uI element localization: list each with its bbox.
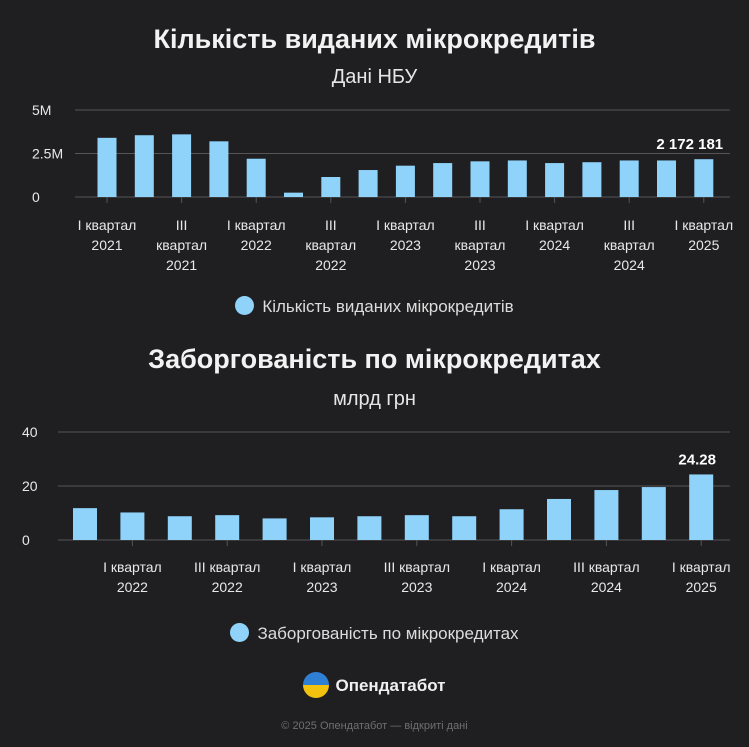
bar	[404, 515, 429, 540]
bar	[395, 165, 415, 197]
bar	[452, 516, 477, 540]
chart1-legend-label: Кількість виданих мікрокредитів	[262, 297, 514, 316]
chart1-subtitle: Дані НБУ	[331, 66, 418, 88]
bar	[689, 474, 714, 540]
bar	[547, 498, 571, 540]
x-tick-label: III	[474, 217, 486, 233]
bar	[209, 141, 229, 197]
bar	[507, 160, 527, 197]
bar	[134, 135, 154, 197]
footer-text: © 2025 Опендатабот — відкриті дані	[281, 720, 468, 732]
bar	[694, 159, 714, 197]
x-tick-label: 2021	[166, 257, 197, 273]
chart2-plot: 0 20 40 I квартал 2022 III квартал 2022 I кварт…	[22, 424, 731, 595]
x-tick-label: 2022	[212, 579, 243, 595]
x-tick-label: III	[176, 217, 188, 233]
y-tick-label: 0	[22, 532, 30, 548]
bar	[310, 517, 334, 540]
x-tick-label: III квартал	[194, 559, 260, 575]
chart2-subtitle: млрд грн	[333, 388, 416, 410]
x-tick-label: 2023	[306, 579, 337, 595]
x-tick-label: 2023	[401, 579, 432, 595]
y-tick-label: 5M	[32, 102, 51, 118]
bar	[641, 487, 666, 540]
bar	[321, 176, 341, 197]
bar	[582, 162, 602, 197]
x-tick-label: III	[325, 217, 337, 233]
bar	[167, 516, 192, 540]
y-tick-label: 0	[32, 189, 40, 205]
x-tick-label: I квартал	[482, 559, 541, 575]
x-tick-label: I квартал	[672, 559, 731, 575]
bar	[284, 192, 303, 197]
bar	[73, 508, 97, 540]
bar	[499, 509, 524, 540]
y-tick-label: 2.5M	[32, 146, 63, 162]
x-tick-label: квартал	[604, 237, 655, 253]
bar	[120, 512, 145, 540]
x-tick-label: квартал	[156, 237, 207, 253]
x-tick-label: 2021	[91, 237, 122, 253]
chart2-legend-label: Заборгованість по мікрокредитах	[257, 624, 519, 643]
x-tick-label: I квартал	[227, 217, 286, 233]
legend-dot-icon	[230, 623, 250, 642]
bar	[97, 137, 117, 197]
x-tick-label: III квартал	[384, 559, 450, 575]
x-tick-label: 2022	[241, 237, 272, 253]
x-tick-label: 2025	[688, 237, 719, 253]
data-label: 2 172 181	[656, 136, 723, 153]
bar	[246, 158, 266, 197]
bar	[470, 161, 490, 197]
x-tick-label: 2022	[117, 579, 148, 595]
brand-name: Опендатабот	[335, 676, 446, 695]
bar	[545, 163, 565, 197]
bar	[215, 515, 240, 540]
bar	[172, 134, 192, 197]
bar	[262, 518, 287, 540]
x-tick-label: I квартал	[674, 217, 733, 233]
x-tick-label: I квартал	[525, 217, 584, 233]
bar	[657, 160, 676, 197]
chart2-title: Заборгованість по мікрокредитах	[148, 344, 601, 374]
bar	[358, 170, 378, 197]
x-tick-label: 2022	[315, 257, 346, 273]
brand-logo: Опендатабот	[0, 672, 749, 698]
x-tick-label: III квартал	[573, 559, 639, 575]
x-tick-label: III	[623, 217, 635, 233]
x-tick-label: I квартал	[78, 217, 137, 233]
x-tick-label: 2024	[614, 257, 645, 273]
x-tick-label: 2024	[539, 237, 570, 253]
y-tick-label: 20	[22, 478, 38, 494]
x-tick-label: квартал	[455, 237, 506, 253]
bar	[433, 163, 453, 197]
chart1-title: Кількість виданих мікрокредитів	[153, 24, 596, 54]
bar	[594, 490, 619, 540]
x-tick-label: 2023	[390, 237, 421, 253]
bar	[619, 160, 639, 197]
x-tick-label: 2024	[591, 579, 622, 595]
ukraine-flag-logo-icon	[303, 672, 330, 698]
x-tick-label: I квартал	[103, 559, 162, 575]
chart2-legend[interactable]: Заборгованість по мікрокредитах	[0, 623, 749, 644]
x-tick-label: 2023	[464, 257, 495, 273]
x-tick-label: 2025	[686, 579, 717, 595]
x-tick-label: I квартал	[376, 217, 435, 233]
x-tick-label: I квартал	[293, 559, 352, 575]
x-tick-label: квартал	[305, 237, 356, 253]
bar	[357, 516, 382, 540]
chart1-plot: 0 2.5M 5M I квартал 2021 III квартал 2021 I квар…	[32, 102, 733, 273]
data-label: 24.28	[678, 451, 716, 468]
y-tick-label: 40	[22, 424, 38, 440]
legend-dot-icon	[235, 296, 255, 315]
chart1-legend[interactable]: Кількість виданих мікрокредитів	[0, 296, 749, 317]
x-tick-label: 2024	[496, 579, 527, 595]
